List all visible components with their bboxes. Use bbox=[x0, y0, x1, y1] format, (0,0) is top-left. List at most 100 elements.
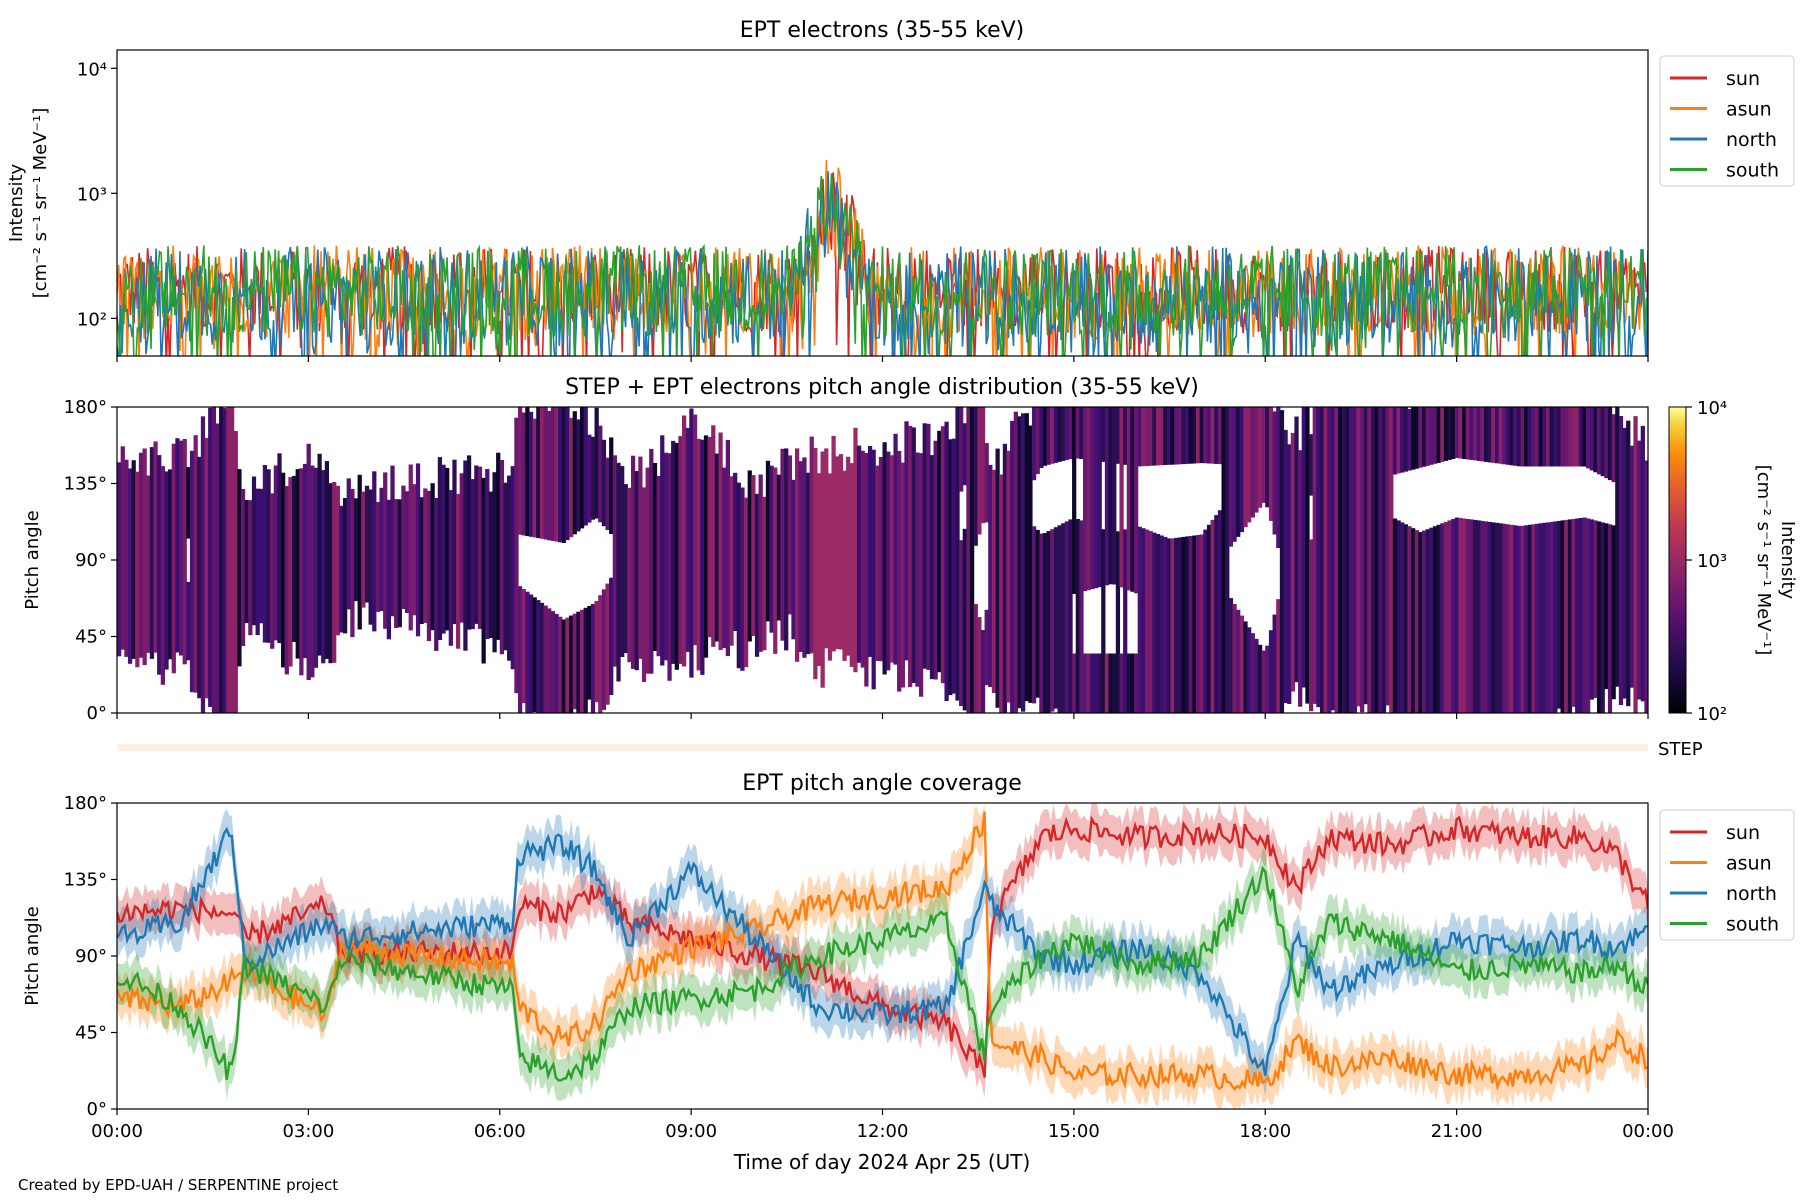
heatmap-cell bbox=[423, 488, 428, 623]
heatmap-cell bbox=[230, 407, 235, 713]
heatmap-cell bbox=[470, 479, 475, 630]
heatmap-cell bbox=[1243, 407, 1248, 528]
heatmap-cell bbox=[995, 448, 1000, 708]
heatmap-cell bbox=[988, 464, 993, 687]
heatmap-cell bbox=[525, 407, 530, 537]
heatmap-cell bbox=[1130, 653, 1135, 713]
heatmap-cell bbox=[835, 456, 840, 650]
heatmap-cell bbox=[1115, 531, 1121, 713]
panel2-ylabel: Pitch angle bbox=[22, 510, 43, 609]
panel1-legend: sun asun north south bbox=[1659, 55, 1795, 187]
heatmap-cell bbox=[1633, 416, 1638, 713]
heatmap-cell bbox=[1400, 407, 1405, 473]
heatmap-cell bbox=[1476, 520, 1481, 713]
heatmap-cell bbox=[492, 472, 497, 653]
heatmap-cell bbox=[667, 453, 672, 681]
heatmap-cell bbox=[620, 466, 625, 657]
heatmap-cell bbox=[897, 450, 902, 692]
heatmap-cell bbox=[827, 473, 833, 661]
heatmap-cell bbox=[1640, 425, 1645, 702]
heatmap-cell bbox=[251, 476, 257, 626]
heatmap-cell bbox=[1254, 407, 1259, 513]
heatmap-cell bbox=[933, 440, 938, 680]
heatmap-cell bbox=[583, 407, 588, 526]
heatmap-cell bbox=[517, 407, 523, 535]
heatmap-cell bbox=[1079, 407, 1084, 459]
heatmap-cell bbox=[889, 455, 895, 663]
heatmap-cell bbox=[131, 460, 136, 659]
heatmap-cell bbox=[729, 476, 734, 646]
heatmap-cell bbox=[780, 448, 785, 641]
heatmap-cell bbox=[1586, 407, 1591, 469]
heatmap-cell bbox=[802, 457, 807, 658]
step-strip bbox=[117, 744, 1648, 751]
heatmap-cell bbox=[1465, 519, 1470, 713]
panel1-series bbox=[117, 159, 1648, 356]
panel4-legend: sun asun north south bbox=[1659, 809, 1795, 941]
heatmap-cell bbox=[368, 489, 373, 625]
heatmap-cell bbox=[1308, 539, 1314, 712]
heatmap-cell bbox=[1137, 407, 1142, 467]
heatmap-cell bbox=[346, 478, 351, 610]
heatmap-cell bbox=[1057, 407, 1062, 462]
panel4-xtick-label: 21:00 bbox=[1431, 1121, 1483, 1142]
heatmap-cell bbox=[335, 485, 340, 636]
heatmap-cell bbox=[481, 477, 486, 664]
heatmap-cell bbox=[922, 423, 927, 669]
heatmap-cell bbox=[127, 468, 133, 664]
heatmap-cell bbox=[1257, 407, 1263, 508]
heatmap-cell bbox=[1440, 523, 1445, 713]
panel1-ylabel-line1: Intensity bbox=[6, 163, 27, 242]
heatmap-cell bbox=[1443, 521, 1449, 713]
heatmap-cell bbox=[1006, 450, 1011, 703]
heatmap-cell bbox=[499, 460, 504, 655]
heatmap-cell bbox=[1232, 407, 1237, 542]
heatmap-cell bbox=[707, 437, 712, 638]
heatmap-cell bbox=[1575, 407, 1580, 467]
heatmap-cell bbox=[1414, 530, 1419, 713]
heatmap-cell bbox=[769, 465, 774, 633]
heatmap-cell bbox=[1553, 407, 1558, 467]
panel1-y-ticks: 10² 10³ 10⁴ bbox=[77, 59, 117, 330]
heatmap-cell bbox=[663, 452, 669, 661]
heatmap-cell bbox=[1090, 407, 1095, 590]
heatmap-cell bbox=[157, 455, 162, 675]
heatmap-cell bbox=[510, 466, 515, 670]
heatmap-cell bbox=[1028, 425, 1033, 703]
heatmap-cell bbox=[1112, 407, 1117, 585]
heatmap-cell bbox=[1447, 520, 1452, 713]
heatmap-cell bbox=[856, 445, 862, 663]
heatmap-cell bbox=[561, 619, 566, 713]
heatmap-cell bbox=[1254, 638, 1259, 713]
heatmap-cell bbox=[1090, 653, 1095, 713]
heatmap-cell bbox=[1374, 407, 1379, 713]
heatmap-cell bbox=[313, 467, 319, 668]
panel4-series bbox=[117, 803, 1648, 1109]
heatmap-cell bbox=[1035, 407, 1040, 475]
heatmap-cell bbox=[1061, 523, 1066, 713]
heatmap-cell bbox=[1473, 519, 1478, 713]
heatmap-cell bbox=[1509, 407, 1514, 466]
heatmap-cell bbox=[1126, 407, 1131, 591]
heatmap-cell bbox=[1057, 525, 1062, 713]
heatmap-cell bbox=[733, 472, 738, 631]
heatmap-cell bbox=[1513, 525, 1518, 713]
heatmap-cell bbox=[1535, 407, 1540, 467]
heatmap-cell bbox=[565, 617, 570, 713]
colorbar-tick-label: 10⁴ bbox=[1697, 398, 1727, 419]
heatmap-cell bbox=[1214, 407, 1219, 464]
heatmap-cell bbox=[791, 479, 796, 640]
panel1-x-ticks bbox=[116, 356, 1649, 362]
heatmap-cell bbox=[1086, 653, 1091, 713]
heatmap-cell bbox=[1618, 416, 1624, 706]
heatmap-cell bbox=[1516, 525, 1522, 713]
heatmap-cell bbox=[1589, 407, 1594, 471]
heatmap-cell bbox=[1407, 408, 1412, 471]
heatmap-cell bbox=[496, 452, 501, 640]
heatmap-cell bbox=[1491, 522, 1496, 713]
heatmap-cell bbox=[1545, 407, 1551, 467]
heatmap-cell bbox=[375, 502, 381, 612]
panel4-xtick-label: 12:00 bbox=[857, 1121, 909, 1142]
heatmap-cell bbox=[1152, 407, 1157, 466]
heatmap-cell bbox=[1429, 527, 1434, 713]
